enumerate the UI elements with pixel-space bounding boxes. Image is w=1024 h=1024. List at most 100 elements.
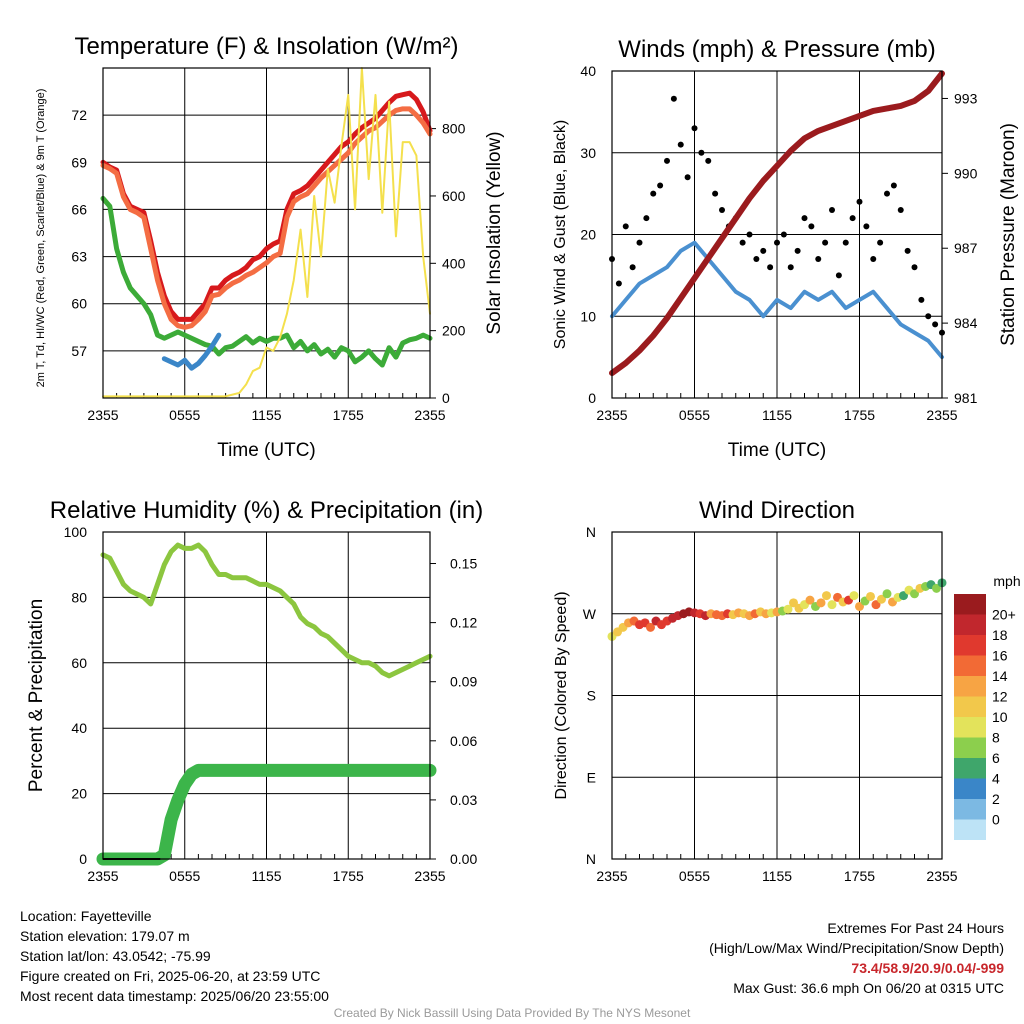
y-axis-label: Direction (Colored By Speed) (553, 591, 570, 799)
x-tick-label: 2355 (596, 407, 627, 423)
gust-point (890, 182, 897, 189)
y2-tick-label: 987 (954, 240, 978, 256)
gust-point (643, 215, 650, 222)
plot-frame (102, 531, 431, 860)
y-tick-label: 0 (79, 851, 87, 867)
x-tick-label: 2355 (87, 407, 118, 423)
gust-point (932, 321, 939, 328)
gust-point (684, 174, 691, 181)
y-tick-label: 69 (71, 154, 87, 170)
y2-tick-label: 981 (954, 390, 978, 406)
gust-point (877, 239, 884, 246)
direction-point (855, 601, 864, 611)
station-latlon: Station lat/lon: 43.0542; -75.99 (20, 948, 211, 964)
x-tick-label: 1155 (762, 407, 792, 423)
station-location: Location: Fayetteville (20, 908, 152, 924)
gust-point (870, 256, 877, 263)
extremes-values: 73.4/58.9/20.9/0.04/-999 (851, 960, 1004, 976)
direction-point (827, 600, 837, 610)
colorbar-swatch (954, 696, 986, 717)
gust-point (904, 247, 911, 254)
colorbar-label: 2 (992, 791, 1000, 807)
x-tick-label: 2355 (596, 868, 627, 884)
chart-title-4: Wind Direction (699, 497, 855, 524)
direction-point (789, 598, 798, 608)
gust-point (884, 190, 890, 197)
x-tick-label: 1155 (251, 407, 281, 423)
y2-tick-label: 600 (442, 188, 466, 204)
colorbar-swatch (954, 758, 986, 779)
gust-point (794, 247, 801, 254)
colorbar-label: 0 (992, 812, 1000, 828)
y2-tick-label: 0.03 (450, 792, 477, 808)
colorbar-label: 14 (992, 668, 1008, 684)
x-axis-label: Time (UTC) (217, 440, 316, 461)
gust-point (677, 141, 684, 148)
gust-point (787, 264, 794, 271)
gust-point (664, 157, 670, 164)
chart-title-2: Winds (mph) & Pressure (mb) (618, 36, 935, 63)
y2-tick-label: 0.12 (450, 615, 477, 631)
y-tick-label: 40 (71, 720, 87, 736)
wind-series-line-0 (610, 240, 944, 360)
colorbar-label: 6 (992, 750, 1000, 766)
x-tick-label: 2355 (414, 407, 445, 423)
y2-tick-label: 984 (954, 315, 978, 331)
gust-point (705, 157, 712, 164)
y-tick-label: 57 (71, 343, 87, 359)
direction-point (899, 591, 908, 601)
colorbar-swatch (954, 635, 986, 656)
max-gust: Max Gust: 36.6 mph On 06/20 at 0315 UTC (733, 980, 1004, 996)
x-tick-label: 1755 (844, 868, 875, 884)
colorbar-label: 20+ (992, 607, 1016, 623)
colorbar-label: 12 (992, 689, 1008, 705)
y-tick-label: 0 (588, 390, 596, 406)
gust-point (767, 264, 774, 271)
gust-point (746, 231, 753, 238)
gust-point (760, 247, 767, 254)
gust-point (829, 206, 835, 213)
y-tick-label: 60 (71, 655, 87, 671)
y2-tick-label: 993 (954, 90, 978, 106)
plot-frame (611, 70, 943, 399)
gust-point (650, 190, 657, 197)
gust-point (856, 198, 863, 205)
y-tick-label: 72 (71, 107, 87, 123)
gust-point (657, 182, 664, 189)
gust-point (753, 256, 760, 263)
y2-tick-label: 400 (442, 255, 466, 271)
recent-data-timestamp: Most recent data timestamp: 2025/06/20 2… (20, 988, 329, 1004)
y-tick-label: 40 (580, 63, 596, 79)
credit-line: Created By Nick Bassill Using Data Provi… (333, 1006, 691, 1020)
colorbar-label: 4 (992, 771, 1000, 787)
gust-point (615, 280, 622, 287)
y-tick-label: 80 (71, 589, 87, 605)
direction-point (871, 600, 881, 610)
colorbar-label: 10 (992, 709, 1008, 725)
temp-series-line-3 (161, 332, 222, 371)
y-axis-label: Percent & Precipitation (26, 599, 47, 792)
gust-point (719, 206, 725, 213)
temp-series-line-1 (100, 106, 433, 330)
x-tick-label: 0555 (679, 868, 710, 884)
x-tick-label: 1155 (762, 868, 792, 884)
plot-frame (102, 67, 431, 399)
y2-tick-label: 0 (442, 390, 450, 406)
y-tick-label: 60 (71, 296, 87, 312)
y-tick-label: W (583, 606, 597, 622)
gust-point (712, 190, 719, 197)
gust-point (835, 272, 842, 279)
gust-point (863, 223, 870, 230)
y-tick-label: E (587, 769, 596, 785)
y-tick-label: N (586, 524, 596, 540)
x-tick-label: 1755 (333, 407, 364, 423)
station-info: Location: Fayetteville Station elevation… (20, 906, 329, 1006)
gust-point (629, 264, 636, 271)
x-tick-label: 2355 (926, 407, 957, 423)
direction-point (866, 591, 875, 601)
y2-tick-label: 0.15 (450, 556, 477, 572)
figure-created: Figure created on Fri, 2025-06-20, at 23… (20, 968, 321, 984)
x-tick-label: 0555 (169, 868, 200, 884)
y-tick-label: 20 (71, 786, 87, 802)
colorbar-swatch (954, 737, 986, 758)
